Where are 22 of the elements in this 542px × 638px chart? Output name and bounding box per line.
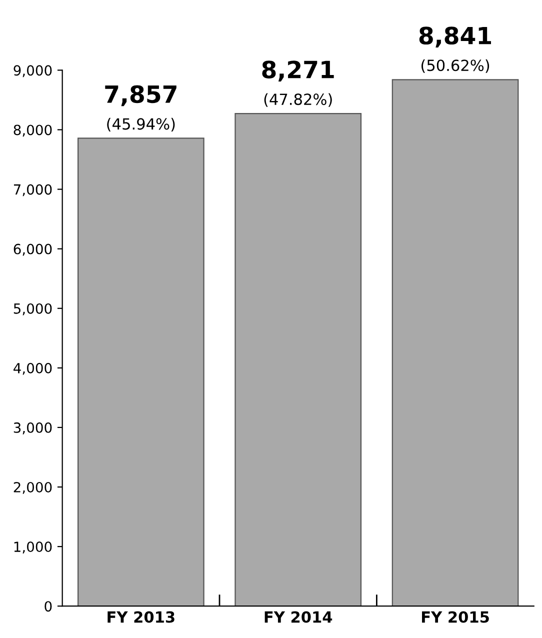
y-tick-label: 2,000	[14, 482, 52, 494]
annotation: (47.82%)	[264, 93, 332, 107]
y-tick-label: 7,000	[14, 184, 52, 196]
x-tick-label: FY 2013	[108, 611, 174, 623]
bar	[392, 79, 519, 606]
y-tick-label: 1,000	[14, 542, 52, 554]
y-tick-label: 3,000	[14, 422, 52, 434]
y-tick-label: 5,000	[14, 303, 52, 316]
x-tick-label: FY 2014	[264, 611, 332, 623]
annotation: (45.94%)	[107, 118, 175, 132]
y-tick-label: 6,000	[14, 244, 52, 256]
bar	[77, 138, 204, 606]
x-tick-label: FY 2015	[422, 611, 489, 623]
y-tick-label: 9,000	[14, 65, 52, 78]
y-tick-label: 0	[44, 601, 52, 612]
data-label: 8,271	[262, 60, 334, 82]
y-tick-label: 4,000	[14, 362, 52, 375]
y-tick-label: 8,000	[14, 124, 52, 137]
data-label: 8,841	[419, 26, 491, 48]
data-label: 7,857	[105, 85, 176, 106]
annotation: (50.62%)	[422, 59, 490, 73]
bar	[234, 113, 362, 606]
